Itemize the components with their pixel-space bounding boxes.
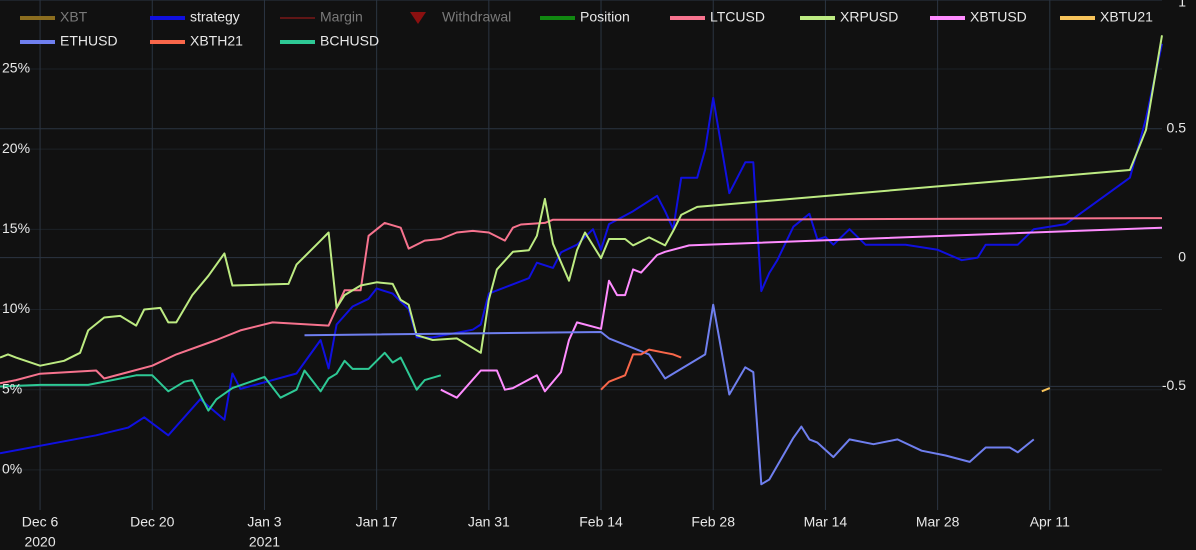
legend-label: Margin (320, 9, 363, 25)
grid (0, 0, 1162, 510)
legend-label: XBTU21 (1100, 9, 1153, 25)
x-tick-label: 2020 (24, 534, 55, 550)
legend-item[interactable]: XBTUSD (930, 9, 1027, 25)
x-tick-label: Mar 14 (804, 514, 848, 530)
y2-tick-label: 0 (1178, 248, 1186, 264)
series-line (0, 43, 1163, 455)
legend-item[interactable]: strategy (150, 9, 240, 25)
legend-item[interactable]: Withdrawal (410, 9, 511, 25)
y2-tick-label: -0.5 (1162, 377, 1186, 393)
legend-item[interactable]: BCHUSD (280, 33, 379, 49)
series-line (1041, 387, 1051, 393)
legend: XBT strategy Margin Withdrawal Position LTCUS… (20, 9, 1153, 49)
legend-item[interactable]: XBT (20, 9, 88, 25)
x-tick-label: Jan 3 (247, 514, 281, 530)
series-line (600, 348, 682, 391)
x-tick-label: Dec 6 (22, 514, 59, 530)
series-line (0, 35, 1163, 367)
legend-label: XBTUSD (970, 9, 1027, 25)
series-line (304, 303, 1035, 486)
y-tick-label: 20% (2, 140, 30, 156)
x-tick-label: Dec 20 (130, 514, 175, 530)
legend-item[interactable]: LTCUSD (670, 9, 765, 25)
y-tick-label: 15% (2, 220, 30, 236)
legend-symbol (410, 12, 426, 24)
legend-item[interactable]: XBTH21 (150, 33, 243, 49)
series-line (440, 226, 1163, 399)
legend-item[interactable]: ETHUSD (20, 33, 118, 49)
x-tick-label: Feb 14 (579, 514, 623, 530)
series-line (0, 351, 442, 412)
legend-item[interactable]: Margin (280, 9, 363, 25)
x-tick-label: Apr 11 (1030, 514, 1070, 530)
y-tick-label: 10% (2, 300, 30, 316)
x-tick-label: 2021 (249, 534, 280, 550)
legend-label: BCHUSD (320, 33, 379, 49)
y2-tick-label: 0.5 (1167, 119, 1187, 135)
legend-item[interactable]: Position (540, 9, 630, 25)
x-tick-label: Jan 31 (468, 514, 510, 530)
x-tick-label: Feb 28 (691, 514, 735, 530)
legend-item[interactable]: XRPUSD (800, 9, 898, 25)
y-tick-label: 25% (2, 60, 30, 76)
legend-label: strategy (190, 9, 240, 25)
y-tick-label: 0% (2, 461, 22, 477)
legend-label: ETHUSD (60, 33, 118, 49)
legend-label: XRPUSD (840, 9, 898, 25)
y-tick-label: 5% (2, 380, 22, 396)
legend-label: Position (580, 9, 630, 25)
legend-label: XBTH21 (190, 33, 243, 49)
y2-tick-label: 1 (1178, 0, 1186, 10)
series-line (0, 217, 1163, 385)
x-tick-label: Jan 17 (356, 514, 398, 530)
plot-area (0, 35, 1163, 486)
legend-label: LTCUSD (710, 9, 765, 25)
legend-item[interactable]: XBTU21 (1060, 9, 1153, 25)
legend-label: XBT (60, 9, 88, 25)
legend-label: Withdrawal (442, 9, 511, 25)
x-tick-label: Mar 28 (916, 514, 960, 530)
